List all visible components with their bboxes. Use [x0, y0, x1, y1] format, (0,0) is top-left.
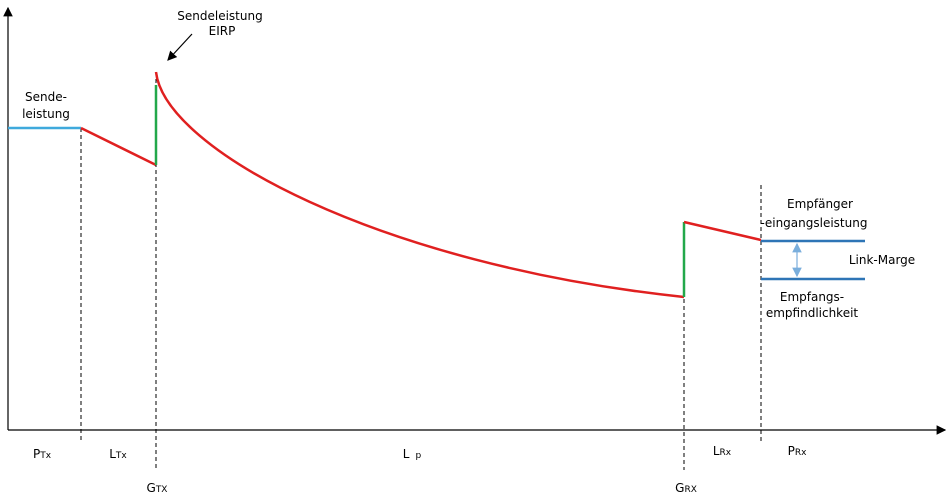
text-part: P: [788, 444, 795, 458]
text-part: Empfangs-: [780, 290, 844, 304]
segment-label: PRx: [788, 444, 808, 458]
annotation: Sende-leistung: [22, 90, 70, 121]
text-part: L: [109, 447, 116, 461]
text-part: L: [403, 447, 410, 461]
text-part: Sende-: [25, 90, 67, 104]
segment-label: GRX: [675, 481, 697, 495]
text-part: Tx: [115, 451, 127, 461]
path-loss-curve: [154, 71, 685, 299]
text-part: G: [675, 481, 684, 495]
text-part: Rx: [720, 448, 732, 458]
text-part: Tx: [39, 451, 51, 461]
text-part: RX: [684, 485, 696, 495]
eirp-arrow: [167, 33, 193, 61]
tx-loss-line: [80, 126, 157, 167]
text-part: -eingangsleistung: [761, 216, 868, 230]
text-part: Link-Marge: [849, 253, 915, 267]
text-part: Rx: [795, 448, 807, 458]
text-part: L: [713, 444, 720, 458]
rx-loss-line: [683, 220, 762, 242]
annotation: Empfangs-empfindlichkeit: [766, 290, 859, 320]
segment-label: LRx: [713, 444, 732, 458]
annotation: Link-Marge: [849, 253, 915, 267]
segment-label: GTX: [147, 481, 168, 495]
segment-label: LTx: [109, 447, 127, 461]
text-part: Sendeleistung: [177, 9, 262, 23]
text-part: p: [415, 451, 421, 461]
annotation: Empfänger -eingangsleistung: [761, 197, 868, 230]
text-part: G: [147, 481, 156, 495]
text-part: EIRP: [209, 24, 236, 38]
annotation: Sendeleistung EIRP: [177, 9, 262, 38]
text-part: TX: [155, 485, 168, 495]
segment-label: PTx: [33, 447, 52, 461]
text-part: Empfänger: [787, 197, 853, 211]
text-part: empfindlichkeit: [766, 306, 859, 320]
text-part: leistung: [22, 107, 70, 121]
text-part: P: [33, 447, 40, 461]
